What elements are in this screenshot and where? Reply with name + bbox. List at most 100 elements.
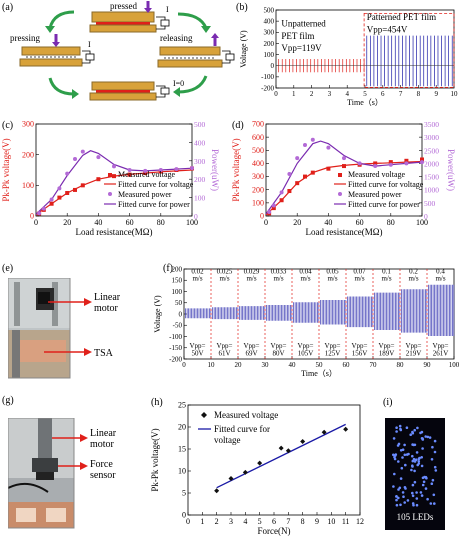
vpp-label: Vpp= — [189, 342, 205, 350]
y-tick-label: -100 — [169, 333, 182, 341]
y-axis-label: Pk-Pk voltage(V) — [150, 428, 160, 491]
x-tick-label: 0 — [274, 90, 278, 98]
led-dot — [412, 443, 415, 447]
x-tick-label: 8 — [417, 90, 421, 98]
vpp-value: 125V — [325, 350, 341, 358]
device-right — [157, 46, 223, 68]
power-point — [112, 164, 116, 169]
vpp-value: 61V — [218, 350, 230, 358]
speed-label: 0.1 — [382, 268, 391, 276]
x-tick-label: 9 — [315, 517, 319, 526]
led-dot — [421, 438, 425, 441]
speed-label: 0.2 — [409, 268, 418, 276]
speed-unit: m/s — [300, 275, 310, 283]
power-point — [267, 210, 272, 215]
led-dot — [405, 453, 409, 456]
led-dot — [411, 459, 415, 463]
led-dot — [415, 491, 418, 494]
panel-label-b: (b) — [236, 2, 248, 13]
voltage-point — [127, 172, 132, 177]
x-tick-label: 1 — [200, 517, 204, 526]
fitted-power-line — [265, 140, 423, 215]
x-tick-label: 20 — [63, 218, 71, 227]
x-tick-label: 60 — [356, 218, 364, 227]
led-dot — [409, 433, 412, 436]
annotation: PET film — [281, 31, 314, 41]
led-dot — [423, 475, 426, 479]
mechanism-schematic: pressed pressing releasing I I I=0 — [10, 1, 235, 101]
voltage-point — [271, 206, 276, 211]
led-dot — [431, 478, 435, 482]
led-dot — [411, 430, 414, 434]
y2-tick-label: 400 — [194, 138, 206, 147]
led-dot — [392, 485, 395, 488]
voltage-point — [49, 201, 54, 206]
vpp-value: 261V — [433, 350, 449, 358]
cycle-arrows — [48, 10, 208, 96]
y-tick-label: 400 — [252, 159, 264, 168]
vpp-value: 50V — [191, 350, 203, 358]
speed-label: 0.05 — [326, 268, 339, 276]
y2-tick-label: 1500 — [424, 173, 439, 182]
x-tick-label: 8 — [301, 517, 305, 526]
led-dot — [399, 503, 402, 507]
voltage-point — [321, 429, 327, 435]
vpp-label: Vpp= — [270, 342, 286, 350]
vpp-label: Vpp= — [432, 342, 448, 350]
speed-unit: m/s — [219, 275, 229, 283]
y-tick-label: 300 — [252, 172, 264, 181]
y-axis-label: Voltage (V) — [153, 295, 162, 333]
legend-entry: Measured power — [118, 190, 172, 199]
vpp-value: 80V — [272, 350, 284, 358]
panel-label-f: (f) — [163, 263, 173, 274]
x-tick-label: 90 — [424, 361, 432, 369]
speed-label: 0.07 — [353, 268, 366, 276]
device-top — [89, 11, 157, 33]
y-tick-label: 700 — [252, 120, 264, 129]
led-dot — [398, 424, 402, 428]
fitted-voltage-line — [216, 423, 346, 489]
led-dot — [411, 483, 415, 487]
vpp-label: Vpp= — [324, 342, 340, 350]
y2-tick-label: 0 — [424, 212, 428, 221]
vpp-label: Vpp= — [297, 342, 313, 350]
led-dot — [412, 503, 415, 507]
led-dot — [424, 487, 428, 490]
y2-tick-label: 0 — [194, 212, 198, 221]
led-dot — [395, 503, 399, 507]
x-tick-label: 30 — [262, 361, 270, 369]
y2-axis-label: Power(uW) — [210, 149, 220, 191]
led-dot — [424, 435, 427, 438]
led-dot — [412, 457, 416, 461]
x-tick-label: 3 — [229, 517, 233, 526]
led-dot — [403, 453, 407, 457]
voltage-point — [73, 187, 77, 192]
x-axis-label: Time（s） — [301, 369, 337, 378]
led-dot — [433, 465, 437, 469]
x-tick-label: 100 — [186, 218, 198, 227]
panel-label-i: (i) — [383, 397, 393, 408]
label-linear: Linear — [90, 428, 117, 439]
vpp-value: 189V — [379, 350, 395, 358]
y-tick-label: 300 — [22, 120, 34, 129]
label-force: Force — [90, 459, 113, 470]
plot-frame — [265, 123, 423, 217]
voltage-point — [143, 171, 148, 176]
led-dot — [413, 469, 416, 473]
led-dot — [392, 437, 396, 440]
y2-tick-label: 300 — [194, 157, 206, 166]
power-point — [37, 211, 42, 216]
legend-entry: Measured voltage — [118, 170, 176, 179]
led-dot — [401, 456, 404, 459]
power-point — [287, 171, 292, 176]
releasing-arrow-icon — [211, 33, 219, 38]
led-dot — [395, 426, 398, 429]
y2-axis-label: Power(uW) — [446, 149, 456, 191]
led-photo: 105 LEDs — [385, 418, 445, 530]
x-tick-label: 7 — [399, 90, 403, 98]
vpp-value: 105V — [298, 350, 314, 358]
led-dot — [413, 480, 417, 484]
led-dot — [397, 496, 400, 500]
led-dot — [403, 486, 407, 489]
led-dot — [411, 464, 414, 467]
